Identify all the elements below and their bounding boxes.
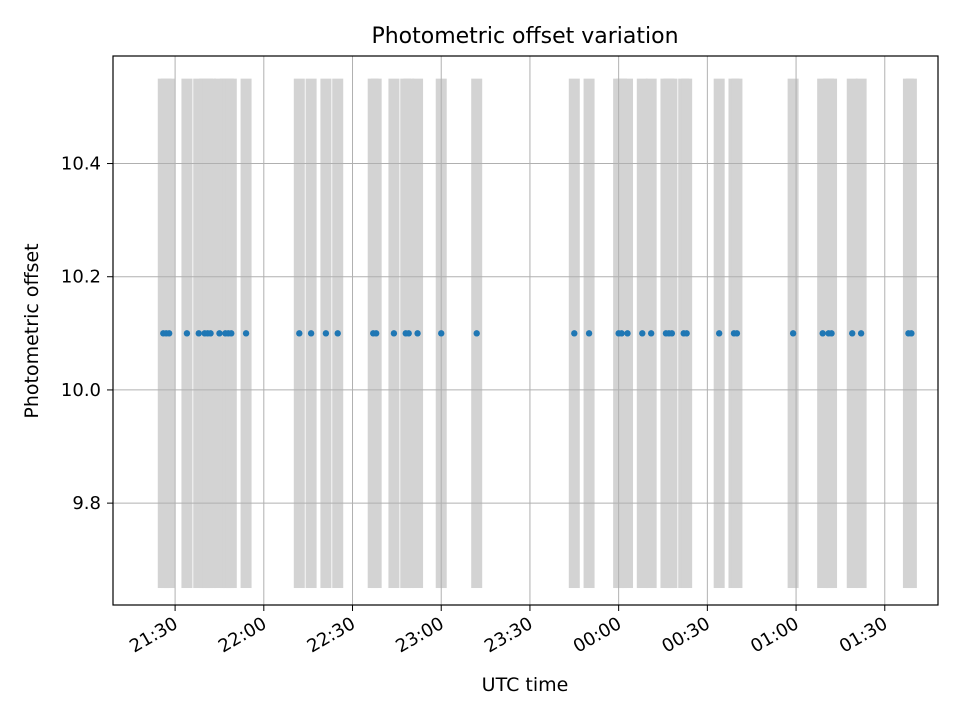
data-point [849,330,856,337]
data-point [668,330,676,337]
data-point [414,330,421,337]
data-point [165,330,173,337]
x-tick-label: 00:30 [658,613,713,657]
y-axis-title: Photometric offset [21,243,43,418]
x-tick-label: 22:00 [215,613,270,657]
data-point [183,330,191,337]
y-tick-label: 10.2 [61,267,101,288]
data-point [908,330,915,337]
data-point [647,330,655,337]
y-tick-label: 9.8 [72,493,101,514]
x-axis-ticks: 21:30 22:00 22:30 23:00 23:30 00:00 00:30 01:00… [126,605,891,657]
x-tick-label: 01:30 [836,613,891,657]
y-tick-label: 10.4 [61,154,101,175]
data-point [639,330,646,337]
x-tick-label: 22:30 [304,613,359,657]
data-point [228,330,235,337]
observation-bands [157,78,917,589]
data-point [207,330,214,337]
data-point [296,330,303,337]
data-point [571,330,578,337]
chart-title: Photometric offset variation [371,24,678,49]
data-point [390,330,398,337]
data-point [307,330,315,337]
data-point [585,330,593,337]
data-point [195,330,202,337]
data-point [618,330,625,337]
data-point [334,330,341,337]
data-point [216,330,223,337]
x-tick-label: 21:30 [126,613,181,657]
data-point [473,330,480,337]
data-point [438,330,445,337]
x-tick-label: 00:00 [570,613,625,657]
data-point [857,330,865,337]
x-tick-label: 01:00 [747,613,802,657]
data-point [405,330,412,337]
data-point [733,330,741,337]
x-tick-label: 23:00 [392,613,447,657]
plot-frame [112,55,939,606]
y-tick-label: 10.0 [61,380,101,401]
x-axis-title: UTC time [482,674,569,696]
x-tick-label: 23:30 [481,613,536,657]
y-axis-ticks: 9.8 10.0 10.2 10.4 [61,154,113,514]
data-point [683,330,690,337]
data-point [828,330,835,337]
data-point [372,330,380,337]
data-point [715,330,723,337]
data-point [242,330,250,337]
data-points [160,330,915,337]
data-point [819,330,826,337]
data-point [322,330,330,337]
grid-lines [113,56,938,605]
data-point [624,330,631,337]
data-point [789,330,797,337]
